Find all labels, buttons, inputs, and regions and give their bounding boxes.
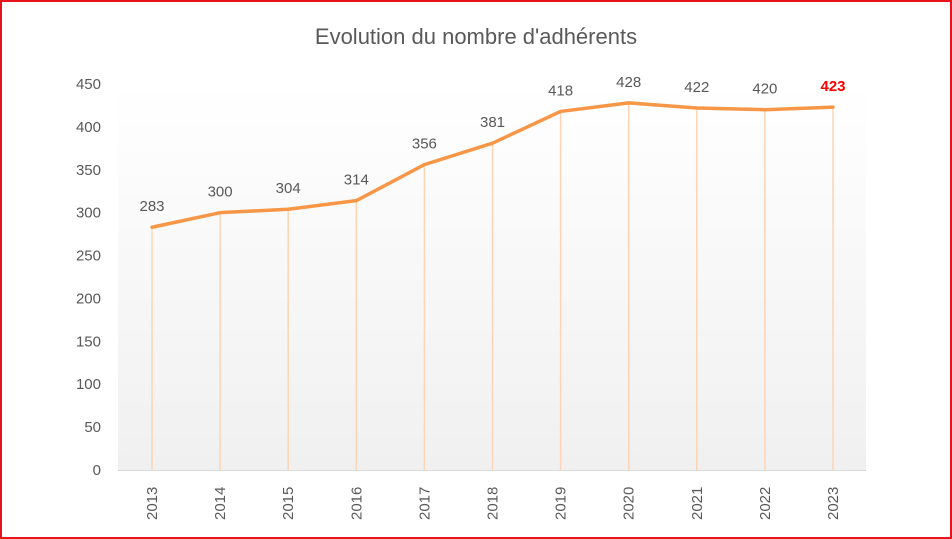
y-tick-label: 100 (76, 376, 101, 393)
data-label: 304 (276, 180, 301, 197)
y-tick-label: 300 (76, 205, 101, 222)
chart-title: Evolution du nombre d'adhérents (315, 24, 637, 49)
y-tick-label: 50 (84, 419, 101, 436)
data-label: 381 (480, 114, 505, 131)
y-tick-label: 400 (76, 119, 101, 136)
x-tick-label: 2013 (144, 487, 161, 520)
data-label: 418 (548, 82, 573, 99)
data-label: 300 (208, 184, 233, 201)
y-tick-label: 200 (76, 290, 101, 307)
data-label: 314 (344, 172, 369, 189)
x-tick-label: 2022 (757, 487, 774, 520)
x-tick-label: 2015 (280, 487, 297, 520)
x-tick-label: 2023 (825, 487, 842, 520)
data-label: 283 (139, 198, 164, 215)
y-tick-label: 150 (76, 333, 101, 350)
data-label: 356 (412, 136, 437, 153)
x-tick-label: 2019 (553, 487, 570, 520)
x-tick-label: 2017 (416, 487, 433, 520)
data-label: 428 (616, 74, 641, 91)
x-tick-label: 2018 (485, 487, 502, 520)
y-tick-label: 250 (76, 248, 101, 265)
y-tick-label: 350 (76, 162, 101, 179)
data-label: 420 (752, 81, 777, 98)
data-label: 422 (684, 79, 709, 96)
x-tick-label: 2020 (621, 487, 638, 520)
x-tick-label: 2014 (212, 487, 229, 520)
y-tick-label: 450 (76, 76, 101, 93)
data-label: 423 (820, 78, 845, 95)
x-tick-label: 2016 (348, 487, 365, 520)
x-tick-label: 2021 (689, 487, 706, 520)
y-tick-label: 0 (93, 462, 101, 479)
